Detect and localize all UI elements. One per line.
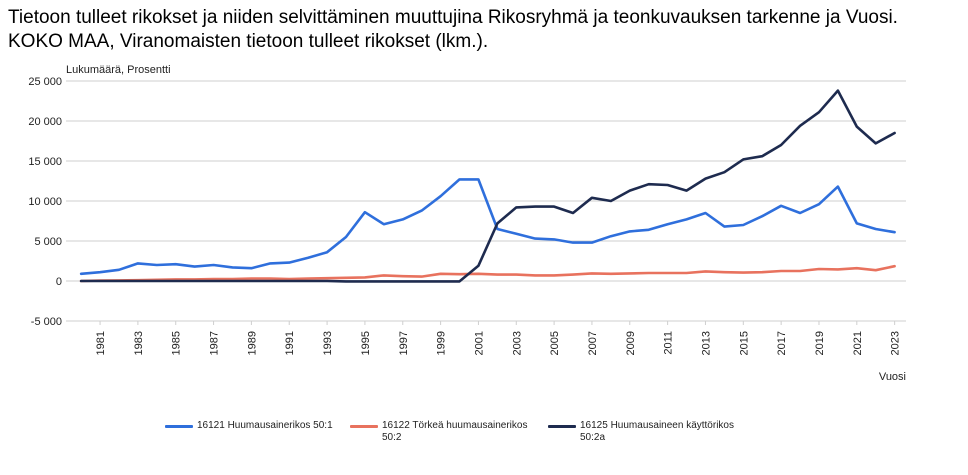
y-tick-label: 15 000 [28,156,62,168]
x-tick-label: 1985 [171,331,183,355]
x-tick-label: 2013 [700,331,712,355]
x-tick-label: 2021 [852,331,864,355]
y-tick-label: 10 000 [28,196,62,208]
y-tick-label: 20 000 [28,116,62,128]
x-tick-label: 2007 [587,331,599,355]
y-tick-label: 25 000 [28,76,62,88]
x-tick-label: 1981 [95,331,107,355]
x-axis-label: Vuosi [879,371,906,383]
x-tick-label: 1993 [322,331,334,355]
x-tick-label: 2001 [473,331,485,355]
x-tick-label: 1995 [360,331,372,355]
y-tick-label: 5 000 [34,236,62,248]
y-tick-label: 0 [56,276,62,288]
series-line-2 [79,264,896,283]
x-tick-label: 2023 [890,331,902,355]
x-tick-label: 1983 [133,331,145,355]
y-tick-label: -5 000 [31,316,62,328]
x-tick-label: 2019 [814,331,826,355]
x-tick-label: 1991 [284,331,296,355]
x-tick-label: 1989 [246,331,258,355]
y-axis-label: Lukumäärä, Prosentti [66,64,171,76]
x-tick-label: 2017 [776,331,788,355]
x-tick-label: 2009 [625,331,637,355]
x-tick-label: 1999 [436,331,448,355]
series-line-3 [79,89,896,283]
series-line-1 [79,178,896,276]
x-tick-label: 2003 [511,331,523,355]
x-tick-label: 2011 [663,331,675,355]
chart-title: Tietoon tulleet rikokset ja niiden selvi… [8,7,898,52]
x-tick-label: 1987 [209,331,221,355]
x-tick-label: 1997 [398,331,410,355]
x-tick-label: 2015 [738,331,750,355]
x-tick-label: 2005 [549,331,561,355]
